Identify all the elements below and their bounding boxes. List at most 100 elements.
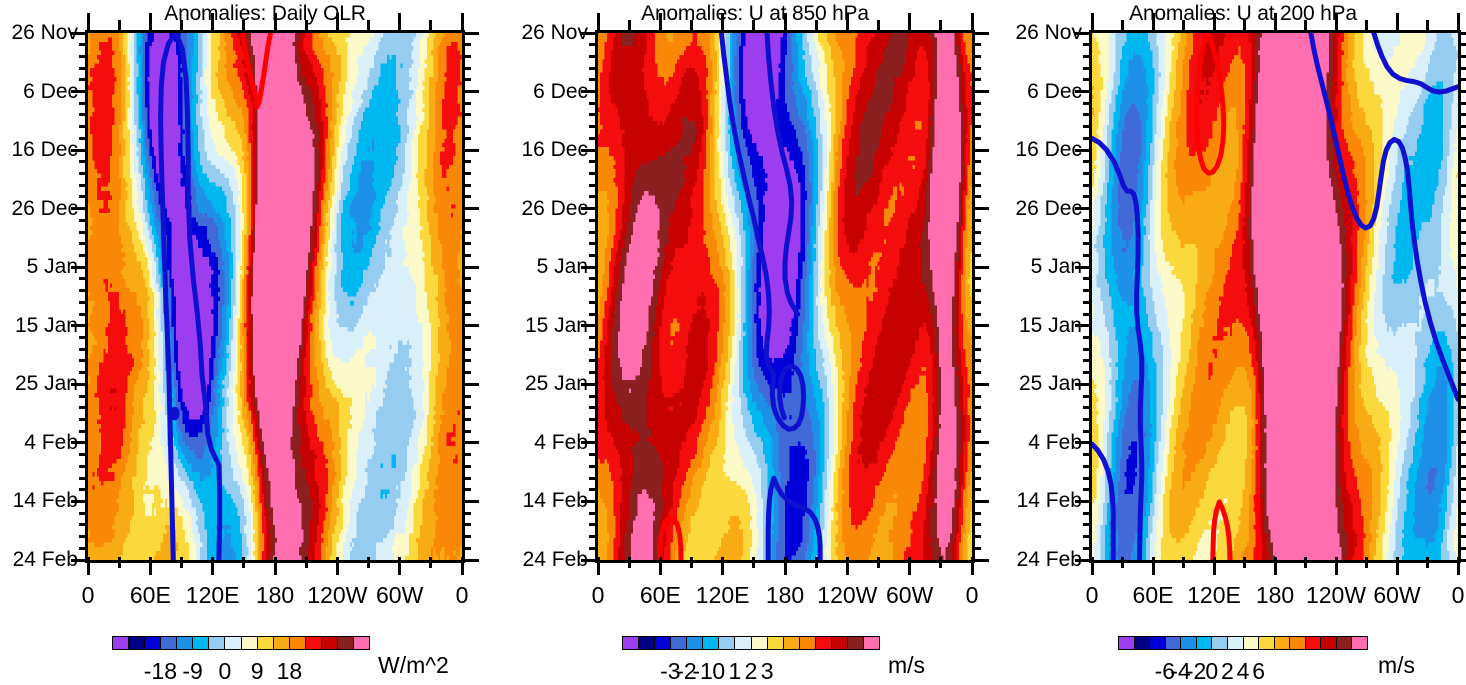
x-axis-tick-minor (628, 557, 631, 568)
y-axis-tick-minor (462, 289, 471, 292)
y-axis-tick-major-right (972, 559, 989, 562)
colorbar-swatch (848, 637, 864, 649)
x-axis-tick-minor (1304, 557, 1307, 568)
y-axis-tick-minor (79, 289, 88, 292)
y-axis-label: 26 Dec (498, 197, 588, 221)
y-axis-tick-minor (79, 67, 88, 70)
y-axis-tick-minor (589, 195, 598, 198)
y-axis-tick-minor (972, 488, 981, 491)
y-axis-tick-minor (1083, 102, 1092, 105)
y-axis-tick-minor (1083, 43, 1092, 46)
y-axis-tick-minor (972, 418, 981, 421)
colorbar-swatch (1135, 637, 1151, 649)
olr-colorbar (112, 636, 370, 650)
x-axis-tick-major (659, 557, 662, 575)
y-axis-tick-major-right (462, 324, 479, 327)
y-axis-tick-major-right (1458, 149, 1466, 152)
y-axis-tick-major-right (1458, 324, 1466, 327)
colorbar-swatch (1150, 637, 1166, 649)
y-axis-tick-minor (1458, 254, 1466, 257)
y-axis-tick-minor (462, 395, 471, 398)
contour-lines-u850 (598, 33, 972, 560)
x-axis-tick-major (1396, 557, 1399, 575)
y-axis-label: 6 Dec (992, 80, 1082, 104)
y-axis-tick-minor (462, 336, 471, 339)
y-axis-tick-minor (1083, 547, 1092, 550)
y-axis-label: 6 Dec (0, 80, 78, 104)
x-axis-tick-major (721, 557, 724, 575)
y-axis-tick-minor (589, 277, 598, 280)
y-axis-tick-minor (589, 453, 598, 456)
y-axis-tick-minor (1083, 406, 1092, 409)
y-axis-tick-minor (79, 301, 88, 304)
y-axis-tick-minor (972, 113, 981, 116)
y-axis-label: 24 Feb (0, 548, 78, 572)
y-axis-tick-major-right (462, 149, 479, 152)
y-axis-tick-minor (972, 336, 981, 339)
x-axis-tick-major-top (461, 13, 464, 31)
y-axis-tick-major-right (972, 266, 989, 269)
y-axis-tick-minor (79, 231, 88, 234)
y-axis-tick-major (581, 324, 598, 327)
y-axis-tick-minor (589, 231, 598, 234)
y-axis-tick-major (581, 500, 598, 503)
y-axis-tick-minor (1458, 430, 1466, 433)
y-axis-tick-major-right (1458, 441, 1466, 444)
y-axis-tick-minor (1458, 523, 1466, 526)
x-axis-tick-major-top (721, 13, 724, 31)
y-axis-tick-major (1075, 90, 1092, 93)
y-axis-tick-major-right (972, 500, 989, 503)
y-axis-tick-minor (972, 102, 981, 105)
x-axis-tick-major (971, 557, 974, 575)
y-axis-tick-major (71, 383, 88, 386)
y-axis-tick-minor (972, 395, 981, 398)
colorbar-swatch (1197, 637, 1213, 649)
y-axis-tick-minor (589, 418, 598, 421)
y-axis-tick-minor (79, 547, 88, 550)
x-axis-tick-major (1091, 557, 1094, 575)
y-axis-tick-major (581, 266, 598, 269)
y-axis-tick-minor (1083, 67, 1092, 70)
y-axis-tick-minor (972, 137, 981, 140)
y-axis-tick-minor (972, 172, 981, 175)
colorbar-swatch (768, 637, 784, 649)
x-axis-tick-major (336, 557, 339, 575)
y-axis-tick-minor (1458, 160, 1466, 163)
y-axis-tick-minor (1458, 406, 1466, 409)
y-axis-tick-minor (1458, 359, 1466, 362)
y-axis-tick-minor (462, 277, 471, 280)
x-axis-tick-major-top (149, 13, 152, 31)
x-axis-label: 0 (1452, 582, 1465, 609)
colorbar-swatch (800, 637, 816, 649)
y-axis-tick-minor (462, 55, 471, 58)
y-axis-tick-minor (1458, 395, 1466, 398)
x-axis-tick-minor (242, 557, 245, 568)
colorbar-unit-label: W/m^2 (378, 652, 449, 679)
x-axis-tick-major-top (1396, 13, 1399, 31)
y-axis-tick-minor (462, 359, 471, 362)
y-axis-tick-minor (972, 348, 981, 351)
y-axis-tick-minor (79, 254, 88, 257)
x-axis-label: 60E (1133, 582, 1174, 609)
y-axis-tick-minor (589, 336, 598, 339)
y-axis-tick-minor (462, 231, 471, 234)
y-axis-tick-major-right (972, 383, 989, 386)
y-axis-tick-minor (1083, 125, 1092, 128)
x-axis-tick-minor (752, 557, 755, 568)
y-axis-tick-minor (1083, 160, 1092, 163)
colorbar-swatch (209, 637, 225, 649)
y-axis-label: 26 Nov (992, 21, 1082, 45)
y-axis-tick-minor (79, 277, 88, 280)
x-axis-tick-minor (367, 557, 370, 568)
y-axis-tick-minor (79, 184, 88, 187)
y-axis-tick-minor (1083, 453, 1092, 456)
y-axis-label: 5 Jan (992, 255, 1082, 279)
y-axis-tick-minor (589, 371, 598, 374)
y-axis-tick-minor (1083, 55, 1092, 58)
y-axis-tick-minor (79, 113, 88, 116)
colorbar-swatch (354, 637, 369, 649)
y-axis-tick-minor (589, 477, 598, 480)
y-axis-tick-minor (79, 242, 88, 245)
y-axis-tick-minor (79, 172, 88, 175)
colorbar-swatch (129, 637, 145, 649)
